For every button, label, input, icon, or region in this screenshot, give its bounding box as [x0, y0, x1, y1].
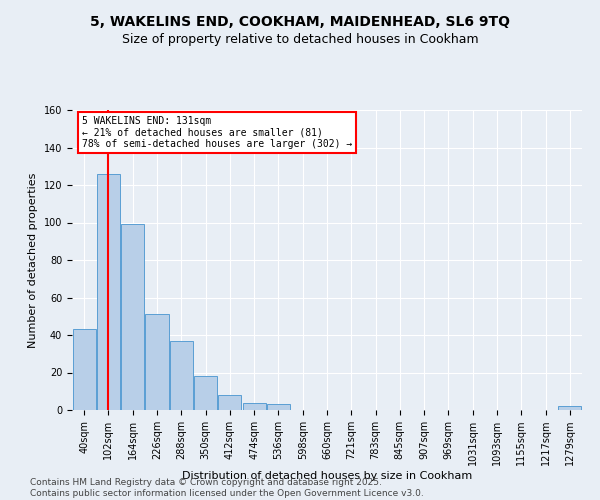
Bar	[218, 395, 241, 410]
Y-axis label: Number of detached properties: Number of detached properties	[28, 172, 38, 348]
Bar	[242, 402, 266, 410]
Bar	[97, 174, 120, 410]
Text: 5 WAKELINS END: 131sqm
← 21% of detached houses are smaller (81)
78% of semi-det: 5 WAKELINS END: 131sqm ← 21% of detached…	[82, 116, 352, 149]
Bar	[121, 224, 144, 410]
X-axis label: Distribution of detached houses by size in Cookham: Distribution of detached houses by size …	[182, 471, 472, 481]
Text: 5, WAKELINS END, COOKHAM, MAIDENHEAD, SL6 9TQ: 5, WAKELINS END, COOKHAM, MAIDENHEAD, SL…	[90, 15, 510, 29]
Bar	[267, 404, 290, 410]
Text: Contains HM Land Registry data © Crown copyright and database right 2025.
Contai: Contains HM Land Registry data © Crown c…	[30, 478, 424, 498]
Bar	[170, 340, 193, 410]
Bar	[73, 330, 95, 410]
Bar	[145, 314, 169, 410]
Bar	[559, 406, 581, 410]
Text: Size of property relative to detached houses in Cookham: Size of property relative to detached ho…	[122, 32, 478, 46]
Bar	[194, 376, 217, 410]
